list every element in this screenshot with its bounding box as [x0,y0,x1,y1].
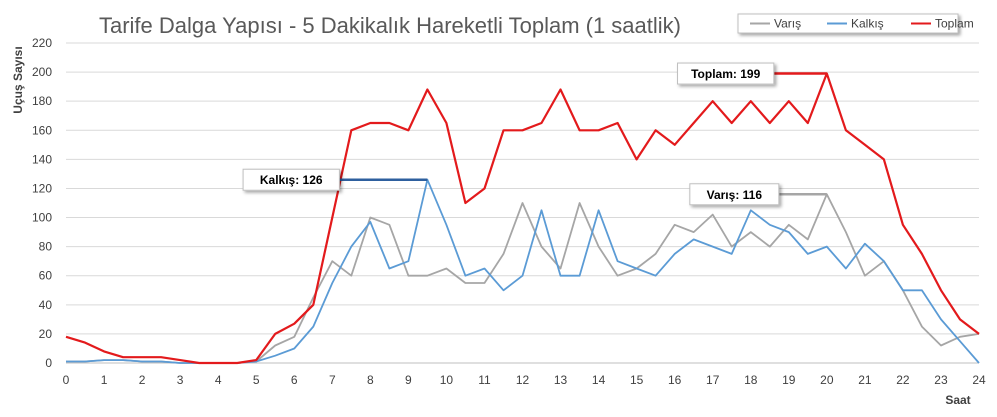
x-tick-label: 5 [253,373,260,387]
x-tick-label: 13 [554,373,568,387]
x-tick-label: 17 [706,373,720,387]
x-tick-label: 9 [405,373,412,387]
annotation-box [677,62,775,85]
x-axis-label: Saat [945,393,970,407]
x-tick-label: 12 [516,373,530,387]
x-tick-label: 6 [291,373,298,387]
legend-label: Varış [774,17,801,31]
y-tick-label: 40 [39,298,53,312]
legend-box [737,13,959,34]
x-tick-label: 4 [215,373,222,387]
y-tick-label: 120 [32,181,52,195]
x-tick-label: 16 [668,373,682,387]
annotation-label: Toplam: 199 [691,67,760,81]
x-tick-label: 7 [329,373,336,387]
x-tick-label: 14 [592,373,606,387]
y-tick-label: 160 [32,123,52,137]
y-tick-label: 20 [39,327,53,341]
y-tick-label: 60 [39,269,53,283]
legend-label: Kalkış [851,17,884,31]
series-line-toplam [65,72,980,365]
annotation-label: Varış: 116 [707,188,763,202]
y-axis-label: Uçuş Sayısı [11,46,25,113]
x-tick-label: 2 [139,373,146,387]
x-tick-label: 20 [820,373,834,387]
x-tick-label: 19 [782,373,796,387]
x-tick-label: 1 [101,373,108,387]
x-tick-label: 18 [744,373,758,387]
x-tick-label: 22 [896,373,910,387]
y-tick-label: 200 [32,65,52,79]
annotation-label: Kalkış: 126 [260,173,323,187]
series-line-kalkış [66,178,980,364]
series-line-varış [66,193,980,364]
annotation-box [689,183,780,206]
legend-label: Toplam [935,17,974,31]
x-tick-label: 21 [858,373,872,387]
legend: Varış Kalkış Toplam [737,13,974,34]
y-tick-label: 100 [32,211,52,225]
annotation-box [242,168,340,191]
x-tick-label: 15 [630,373,644,387]
x-tick-label: 24 [972,373,986,387]
y-tick-label: 140 [32,152,52,166]
x-tick-label: 10 [440,373,454,387]
y-tick-label: 0 [45,356,52,370]
chart-title: Tarife Dalga Yapısı - 5 Dakikalık Hareke… [99,13,681,38]
series-lines [65,72,980,365]
x-tick-label: 3 [177,373,184,387]
x-tick-label: 8 [367,373,374,387]
x-tick-label: 11 [478,373,491,387]
y-tick-label: 180 [32,94,52,108]
annotations: Kalkış: 126 Toplam: 199 Varış: 116 [242,62,827,206]
x-tick-label: 0 [63,373,70,387]
x-tick-label: 23 [934,373,948,387]
y-tick-label: 220 [32,36,52,50]
y-tick-label: 80 [39,240,53,254]
